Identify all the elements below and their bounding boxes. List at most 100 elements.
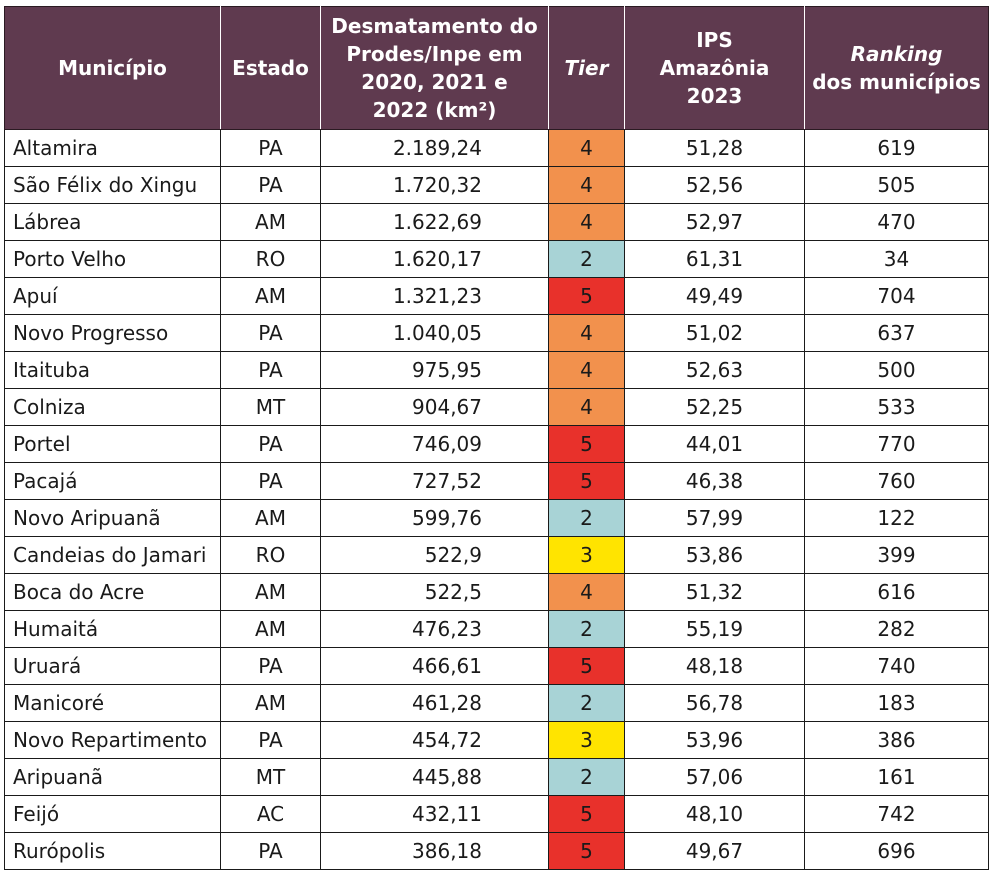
cell-tier: 4 — [548, 314, 625, 352]
cell-desmatamento: 1.620,17 — [320, 240, 549, 278]
cell-tier: 3 — [548, 536, 625, 574]
cell-ips: 61,31 — [624, 240, 805, 278]
table-row: Manicoré AM 461,28 2 56,78 183 — [4, 684, 989, 722]
cell-estado: PA — [220, 721, 321, 759]
cell-municipio: Novo Repartimento — [4, 721, 221, 759]
table-row: Novo Repartimento PA 454,72 3 53,96 386 — [4, 721, 989, 759]
cell-tier: 4 — [548, 166, 625, 204]
cell-municipio: Colniza — [4, 388, 221, 426]
cell-desmatamento: 461,28 — [320, 684, 549, 722]
cell-ips: 49,67 — [624, 832, 805, 870]
cell-municipio: Aripuanã — [4, 758, 221, 796]
cell-ips: 52,63 — [624, 351, 805, 389]
cell-estado: AM — [220, 610, 321, 648]
table-row: Portel PA 746,09 5 44,01 770 — [4, 425, 989, 463]
table-row: Feijó AC 432,11 5 48,10 742 — [4, 795, 989, 833]
cell-ranking: 533 — [804, 388, 989, 426]
cell-ranking: 161 — [804, 758, 989, 796]
header-desmatamento-line: 2020, 2021 e — [361, 70, 508, 94]
cell-ips: 53,86 — [624, 536, 805, 574]
cell-municipio: Portel — [4, 425, 221, 463]
cell-municipio: Pacajá — [4, 462, 221, 500]
cell-tier: 2 — [548, 610, 625, 648]
cell-ranking: 619 — [804, 129, 989, 167]
header-municipio: Município — [4, 6, 221, 130]
cell-desmatamento: 1.040,05 — [320, 314, 549, 352]
cell-desmatamento: 975,95 — [320, 351, 549, 389]
header-ranking: Ranking dos municípios — [804, 6, 989, 130]
table-row: Altamira PA 2.189,24 4 51,28 619 — [4, 129, 989, 167]
header-ips: IPS Amazônia 2023 — [624, 6, 805, 130]
table-row: São Félix do Xingu PA 1.720,32 4 52,56 505 — [4, 166, 989, 204]
cell-ranking: 399 — [804, 536, 989, 574]
cell-desmatamento: 2.189,24 — [320, 129, 549, 167]
cell-estado: PA — [220, 314, 321, 352]
cell-estado: PA — [220, 462, 321, 500]
cell-ranking: 34 — [804, 240, 989, 278]
cell-estado: PA — [220, 166, 321, 204]
cell-desmatamento: 476,23 — [320, 610, 549, 648]
cell-municipio: Lábrea — [4, 203, 221, 241]
cell-desmatamento: 599,76 — [320, 499, 549, 537]
header-desmatamento-line: Desmatamento do — [331, 14, 538, 38]
cell-ranking: 505 — [804, 166, 989, 204]
cell-ranking: 740 — [804, 647, 989, 685]
cell-desmatamento: 904,67 — [320, 388, 549, 426]
cell-estado: AM — [220, 277, 321, 315]
cell-desmatamento: 386,18 — [320, 832, 549, 870]
cell-ips: 51,32 — [624, 573, 805, 611]
cell-municipio: Novo Progresso — [4, 314, 221, 352]
cell-municipio: Humaitá — [4, 610, 221, 648]
cell-ranking: 616 — [804, 573, 989, 611]
cell-tier: 2 — [548, 758, 625, 796]
cell-ips: 52,56 — [624, 166, 805, 204]
header-ranking-italic: Ranking — [850, 42, 943, 66]
cell-ranking: 637 — [804, 314, 989, 352]
cell-tier: 5 — [548, 277, 625, 315]
cell-ranking: 282 — [804, 610, 989, 648]
table-row: Pacajá PA 727,52 5 46,38 760 — [4, 462, 989, 500]
cell-desmatamento: 445,88 — [320, 758, 549, 796]
header-ranking-rest: dos municípios — [812, 70, 981, 94]
cell-ips: 53,96 — [624, 721, 805, 759]
cell-tier: 5 — [548, 832, 625, 870]
cell-tier: 4 — [548, 129, 625, 167]
table-body: Altamira PA 2.189,24 4 51,28 619 São Félix do … — [4, 129, 989, 870]
cell-ranking: 760 — [804, 462, 989, 500]
header-tier-label: Tier — [564, 56, 609, 80]
cell-tier: 5 — [548, 425, 625, 463]
table-row: Rurópolis PA 386,18 5 49,67 696 — [4, 832, 989, 870]
cell-municipio: Apuí — [4, 277, 221, 315]
cell-ips: 51,02 — [624, 314, 805, 352]
table-row: Apuí AM 1.321,23 5 49,49 704 — [4, 277, 989, 315]
cell-ips: 49,49 — [624, 277, 805, 315]
table-row: Novo Aripuanã AM 599,76 2 57,99 122 — [4, 499, 989, 537]
table-row: Humaitá AM 476,23 2 55,19 282 — [4, 610, 989, 648]
cell-estado: PA — [220, 129, 321, 167]
table-row: Novo Progresso PA 1.040,05 4 51,02 637 — [4, 314, 989, 352]
header-ips-line: Amazônia — [659, 56, 770, 80]
cell-estado: AM — [220, 684, 321, 722]
cell-ranking: 183 — [804, 684, 989, 722]
cell-estado: PA — [220, 425, 321, 463]
cell-desmatamento: 466,61 — [320, 647, 549, 685]
header-estado: Estado — [220, 6, 321, 130]
cell-municipio: Feijó — [4, 795, 221, 833]
cell-tier: 2 — [548, 499, 625, 537]
header-ips-line: 2023 — [686, 84, 743, 108]
cell-ips: 52,97 — [624, 203, 805, 241]
cell-ips: 52,25 — [624, 388, 805, 426]
cell-estado: PA — [220, 832, 321, 870]
cell-municipio: Rurópolis — [4, 832, 221, 870]
cell-estado: MT — [220, 758, 321, 796]
cell-tier: 4 — [548, 388, 625, 426]
cell-tier: 2 — [548, 684, 625, 722]
cell-ips: 56,78 — [624, 684, 805, 722]
header-desmatamento: Desmatamento do Prodes/Inpe em 2020, 202… — [320, 6, 549, 130]
table-row: Boca do Acre AM 522,5 4 51,32 616 — [4, 573, 989, 611]
cell-estado: MT — [220, 388, 321, 426]
cell-desmatamento: 746,09 — [320, 425, 549, 463]
cell-estado: RO — [220, 240, 321, 278]
cell-ips: 51,28 — [624, 129, 805, 167]
cell-municipio: Uruará — [4, 647, 221, 685]
